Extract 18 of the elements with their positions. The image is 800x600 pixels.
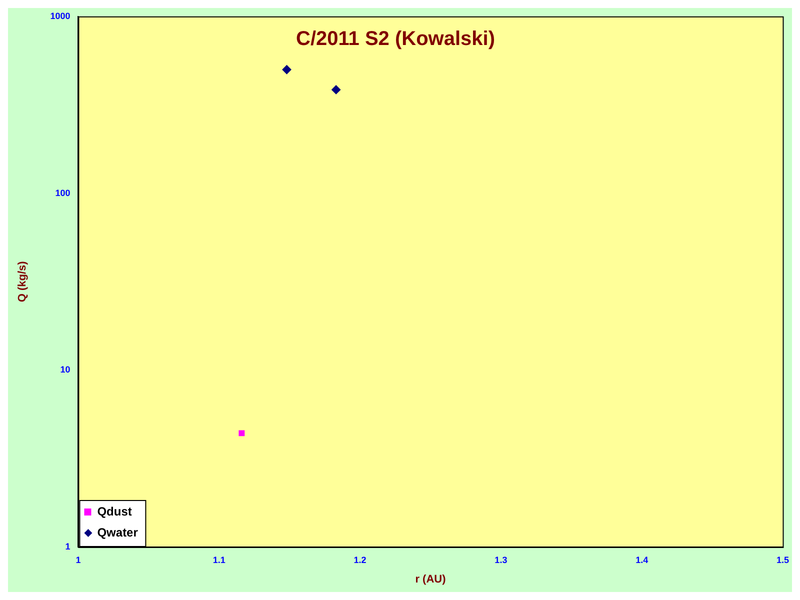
point <box>282 65 292 74</box>
y-tick-label: 10 <box>60 364 70 375</box>
x-tick-label: 1.3 <box>494 554 508 565</box>
x-tick-label: 1 <box>76 554 81 565</box>
y-tick-label: 100 <box>55 188 70 198</box>
x-tick-label: 1.1 <box>212 554 226 565</box>
y-tick-label: 1000 <box>50 10 70 21</box>
x-axis-title: r (AU) <box>415 573 446 586</box>
legend-label: Qwater <box>97 525 138 540</box>
text: C/2011 S2 (Kowalski) <box>296 28 495 50</box>
legend-label: Qdust <box>97 504 132 518</box>
x-tick-label: 1.5 <box>776 554 789 565</box>
y-axis-title: Q (kg/s) <box>16 260 29 302</box>
y-tick-label: 1 <box>65 541 70 552</box>
point <box>332 85 341 94</box>
point <box>238 430 245 436</box>
x-tick-label: 1.4 <box>636 554 648 565</box>
x-tick-label: 1.2 <box>354 554 366 565</box>
